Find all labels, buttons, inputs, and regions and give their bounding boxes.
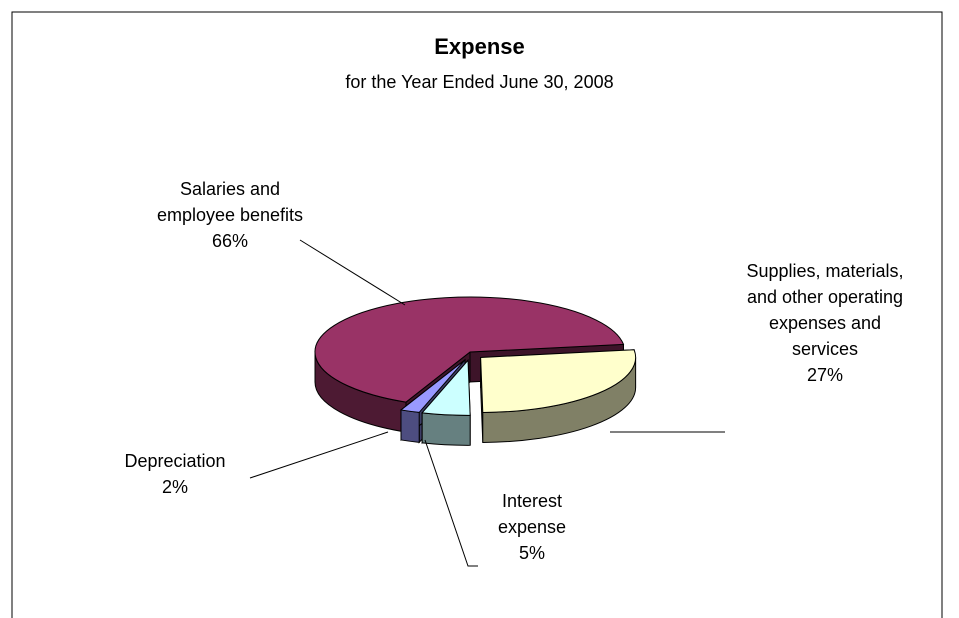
slice-name: Interest expense [497,491,567,537]
slice-label: Interest expense 5% [477,488,587,566]
slice-name: Salaries and employee benefits [156,179,304,225]
slice [399,359,466,413]
slice-label: Supplies, materials, and other operating… [735,258,915,388]
chart-border [11,11,943,618]
slice [314,296,625,403]
leader-lines [249,239,725,567]
slice-name: Depreciation [124,451,226,471]
leader-line [424,439,478,567]
chart-title: Expense [434,34,525,59]
slice [421,359,471,416]
pie [314,296,637,446]
slice-value: 27% [806,365,844,385]
slice-wall [400,409,420,443]
slice-value: 5% [518,543,545,563]
slice-value: 66% [211,231,249,251]
slice [480,349,637,413]
leader-line [249,431,389,479]
slice-name: Supplies, materials, and other operating… [746,261,904,359]
chart-subtitle: for the Year Ended June 30, 2008 [345,72,614,92]
slice-label: Depreciation 2% [95,448,255,500]
leader-line [299,239,406,306]
slice-label: Salaries and employee benefits 66% [140,176,320,254]
slice-wall [421,412,471,446]
slice-value: 2% [161,477,188,497]
